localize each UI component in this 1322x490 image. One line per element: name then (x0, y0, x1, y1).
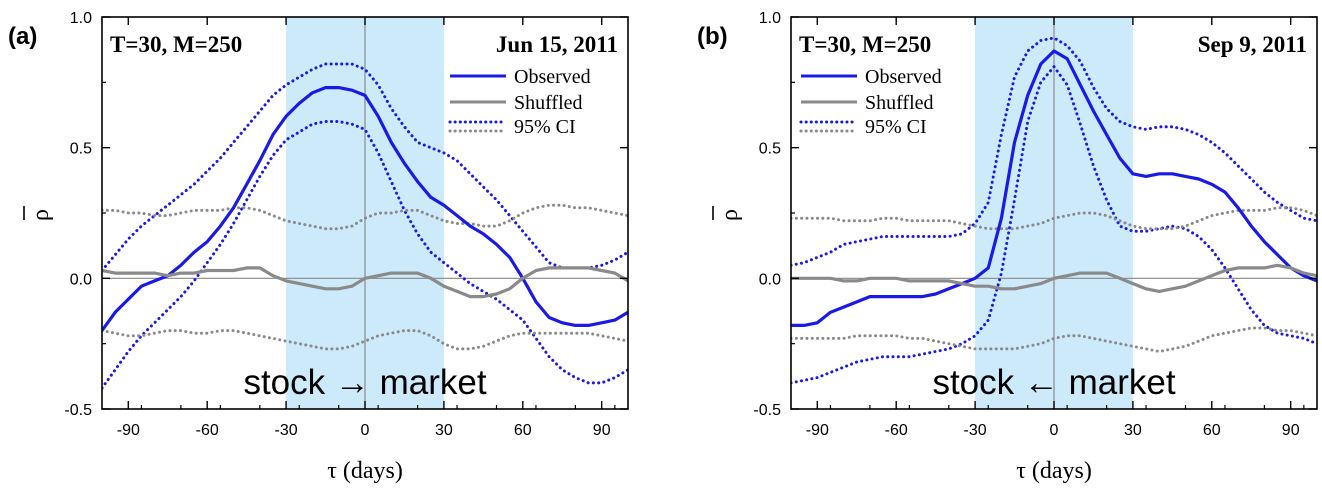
series-observed-ci-line (791, 65, 1317, 385)
y-tick-label: 0.0 (70, 271, 92, 288)
series-observed-ci-line (102, 120, 628, 390)
x-tick-label: 30 (435, 422, 453, 439)
y-tick-label: -0.5 (64, 402, 92, 419)
panel-label: (b) (697, 23, 728, 50)
x-tick-label: -60 (196, 422, 219, 439)
date-label: Sep 9, 2011 (1198, 32, 1307, 57)
y-axis-label: ρ (28, 209, 54, 221)
x-tick-label: 0 (361, 422, 370, 439)
x-tick-label: -90 (806, 422, 829, 439)
series-shuffled-line (791, 263, 1317, 293)
x-tick-label: 30 (1124, 422, 1142, 439)
x-tick-label: -60 (885, 422, 908, 439)
legend-observed-label: Observed (865, 66, 942, 88)
legend-ci-label: 95% CI (514, 116, 576, 138)
x-axis-label: τ (days) (1016, 458, 1092, 484)
date-label: Jun 15, 2011 (496, 32, 618, 57)
y-tick-label: 0.5 (70, 141, 92, 158)
y-axis-label: ρ (717, 209, 743, 221)
series-observed-line (791, 49, 1317, 327)
series-shuffled-ci-line (791, 326, 1317, 353)
x-tick-label: -30 (964, 422, 987, 439)
direction-annotation: stock → market (243, 363, 486, 402)
panel-label: (a) (8, 23, 37, 50)
x-tick-label: 90 (593, 422, 611, 439)
series-shuffled-ci-line (791, 206, 1317, 231)
legend-shuffled-label: Shuffled (865, 92, 934, 114)
series-observed-ci-line (102, 62, 628, 272)
y-tick-label: 0.5 (759, 141, 781, 158)
y-tick-label: 0.0 (759, 271, 781, 288)
legend-ci-label: 95% CI (865, 116, 927, 138)
series-shuffled-ci-line (102, 203, 628, 231)
x-tick-label: -30 (275, 422, 298, 439)
params-label: T=30, M=250 (799, 32, 931, 57)
x-axis-label: τ (days) (327, 458, 403, 484)
x-tick-label: 60 (1203, 422, 1221, 439)
x-tick-label: 0 (1050, 422, 1059, 439)
x-tick-label: 60 (514, 422, 532, 439)
panel-a: -90 -60 -30 0 30 60 90 -0.5 0.0 0.5 1.0 τ (days) ρ (a… (8, 10, 629, 484)
params-label: T=30, M=250 (110, 32, 242, 57)
legend-shuffled-label: Shuffled (514, 92, 583, 114)
legend-observed-label: Observed (514, 66, 591, 88)
y-tick-label: 1.0 (759, 10, 781, 27)
x-tick-label: -90 (117, 422, 140, 439)
series-shuffled-line (102, 266, 628, 299)
series-observed-line (102, 86, 628, 332)
direction-annotation: stock ← market (932, 363, 1175, 402)
panel-b: -90 -60 -30 0 30 60 90 -0.5 0.0 0.5 1.0 τ (days) ρ (b… (697, 10, 1318, 484)
y-tick-label: 1.0 (70, 10, 92, 27)
series-shuffled-ci-line (102, 329, 628, 351)
y-tick-label: -0.5 (753, 402, 781, 419)
x-tick-label: 90 (1282, 422, 1300, 439)
